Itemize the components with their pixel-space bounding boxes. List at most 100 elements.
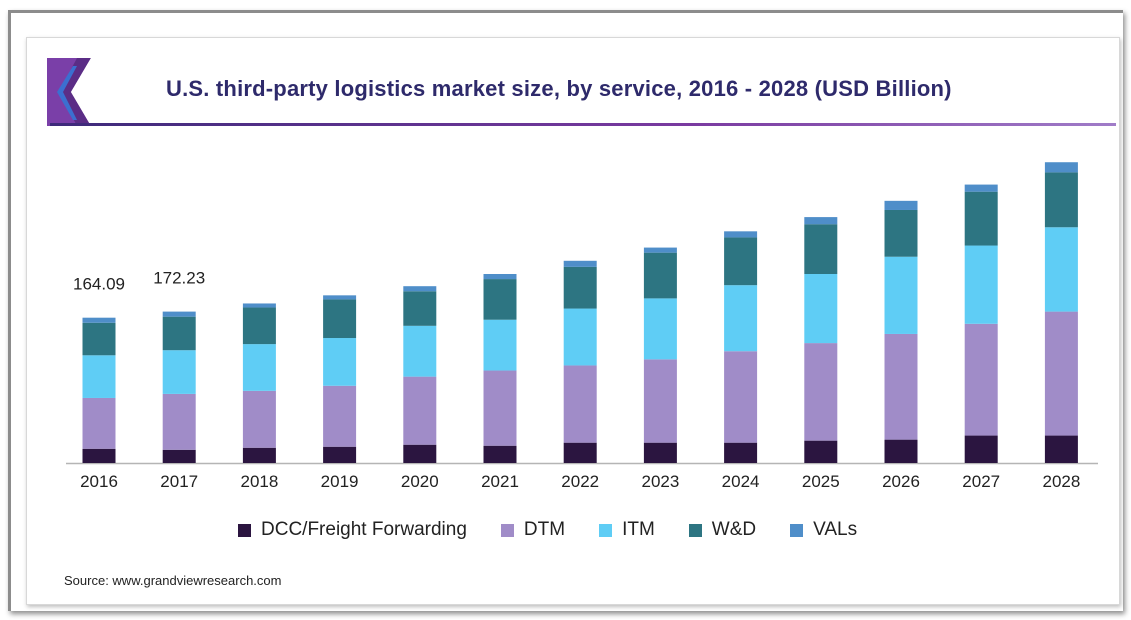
bar-segment-2023-2 [643, 298, 677, 360]
legend-item-1: DTM [500, 519, 566, 541]
bar-segment-2023-1 [643, 359, 677, 443]
legend-swatch [238, 523, 251, 537]
bar-segment-2020-0 [403, 444, 437, 463]
bar-segment-2025-0 [804, 440, 838, 463]
bar-segment-2017-1 [162, 393, 196, 450]
legend-item-4: VALs [790, 519, 857, 541]
bar-segment-2028-4 [1044, 162, 1078, 173]
bar-segment-2026-4 [884, 200, 918, 210]
x-tick-label-2027: 2027 [962, 472, 1000, 491]
bar-segment-2027-3 [964, 191, 998, 246]
x-tick-label-2023: 2023 [641, 472, 679, 491]
bar-segment-2028-0 [1044, 435, 1078, 463]
legend-swatch [688, 523, 702, 537]
legend-label: DCC/Freight Forwarding [261, 519, 467, 540]
bar-segment-2020-1 [403, 376, 437, 445]
bar-segment-2028-2 [1044, 227, 1078, 312]
legend-label: W&D [711, 519, 757, 540]
x-tick-label-2018: 2018 [240, 472, 278, 491]
bar-segment-2023-4 [643, 247, 677, 253]
bar-segment-2026-2 [884, 256, 918, 334]
data-label-2016: 164.09 [73, 275, 125, 294]
x-tick-label-2021: 2021 [481, 472, 519, 491]
bar-segment-2018-2 [242, 344, 276, 391]
bar-segment-2021-1 [483, 370, 517, 446]
brand-logo [47, 58, 91, 126]
bar-segment-2019-2 [323, 338, 357, 386]
chart-title: U.S. third-party logistics market size, … [166, 76, 952, 101]
bar-segment-2016-1 [82, 397, 116, 449]
bar-segment-2018-3 [242, 307, 276, 345]
data-label-2017: 172.23 [153, 269, 205, 288]
bar-segment-2016-0 [82, 448, 116, 463]
bar-segment-2024-0 [724, 442, 758, 463]
x-tick-label-2025: 2025 [802, 472, 840, 491]
legend-swatch [790, 523, 804, 537]
bar-segment-2024-2 [724, 285, 758, 352]
bar-segment-2027-2 [964, 245, 998, 324]
bar-segment-2024-4 [724, 231, 758, 238]
x-tick-label-2017: 2017 [160, 472, 198, 491]
bar-segment-2017-0 [162, 449, 196, 463]
bar-segment-2026-3 [884, 209, 918, 257]
x-tick-label-2022: 2022 [561, 472, 599, 491]
bar-segment-2022-2 [563, 308, 597, 366]
bar-segment-2020-3 [403, 291, 437, 326]
bar-segment-2020-2 [403, 325, 437, 377]
bar-segment-2020-4 [403, 286, 437, 292]
bar-segment-2018-1 [242, 390, 276, 448]
bar-segment-2017-3 [162, 316, 196, 351]
bar-segment-2022-3 [563, 266, 597, 309]
bar-segment-2026-0 [884, 439, 918, 463]
bar-segment-2027-4 [964, 184, 998, 192]
bar-segment-2025-4 [804, 217, 838, 225]
bar-segment-2016-4 [82, 317, 116, 323]
bar-segment-2028-3 [1044, 172, 1078, 228]
x-tick-label-2028: 2028 [1042, 472, 1080, 491]
bar-segment-2018-4 [242, 303, 276, 308]
bar-segment-2022-1 [563, 365, 597, 443]
bar-segment-2019-0 [323, 446, 357, 463]
bar-segment-2027-0 [964, 435, 998, 463]
legend-swatch [599, 523, 613, 537]
x-tick-label-2016: 2016 [80, 472, 118, 491]
legend-item-0: DCC/Freight Forwarding [238, 519, 467, 541]
x-tick-label-2026: 2026 [882, 472, 920, 491]
chart-legend: DCC/Freight Forwarding DTM ITM W&D VALs [238, 519, 891, 541]
legend-label: VALs [813, 519, 858, 540]
bar-segment-2017-2 [162, 350, 196, 394]
bar-segment-2017-4 [162, 311, 196, 317]
bar-segment-2023-0 [643, 442, 677, 463]
legend-label: ITM [622, 519, 655, 540]
bar-segment-2021-3 [483, 279, 517, 320]
title-divider [50, 123, 1116, 126]
bar-segment-2025-2 [804, 274, 838, 344]
legend-label: DTM [523, 519, 566, 540]
legend-swatch [500, 523, 514, 537]
bar-segment-2025-1 [804, 343, 838, 441]
x-tick-label-2020: 2020 [401, 472, 439, 491]
bar-segment-2025-3 [804, 224, 838, 274]
legend-item-3: W&D [688, 519, 757, 541]
source-note: Source: www.grandviewresearch.com [64, 573, 282, 588]
x-tick-label-2019: 2019 [321, 472, 359, 491]
bar-segment-2024-1 [724, 351, 758, 443]
bar-segment-2022-0 [563, 442, 597, 463]
bar-segment-2027-1 [964, 323, 998, 436]
bar-segment-2019-3 [323, 299, 357, 339]
bar-segment-2019-4 [323, 295, 357, 300]
x-tick-label-2024: 2024 [722, 472, 760, 491]
bar-segment-2024-3 [724, 237, 758, 286]
legend-item-2: ITM [599, 519, 655, 541]
bar-segment-2021-0 [483, 445, 517, 463]
bar-segment-2018-0 [242, 447, 276, 463]
bar-segment-2028-1 [1044, 311, 1078, 436]
bar-segment-2021-2 [483, 319, 517, 371]
bar-segment-2026-1 [884, 333, 918, 440]
bar-segment-2022-4 [563, 260, 597, 267]
bar-segment-2023-3 [643, 252, 677, 299]
bar-segment-2021-4 [483, 274, 517, 280]
bar-segment-2016-3 [82, 322, 116, 356]
bar-segment-2019-1 [323, 385, 357, 447]
